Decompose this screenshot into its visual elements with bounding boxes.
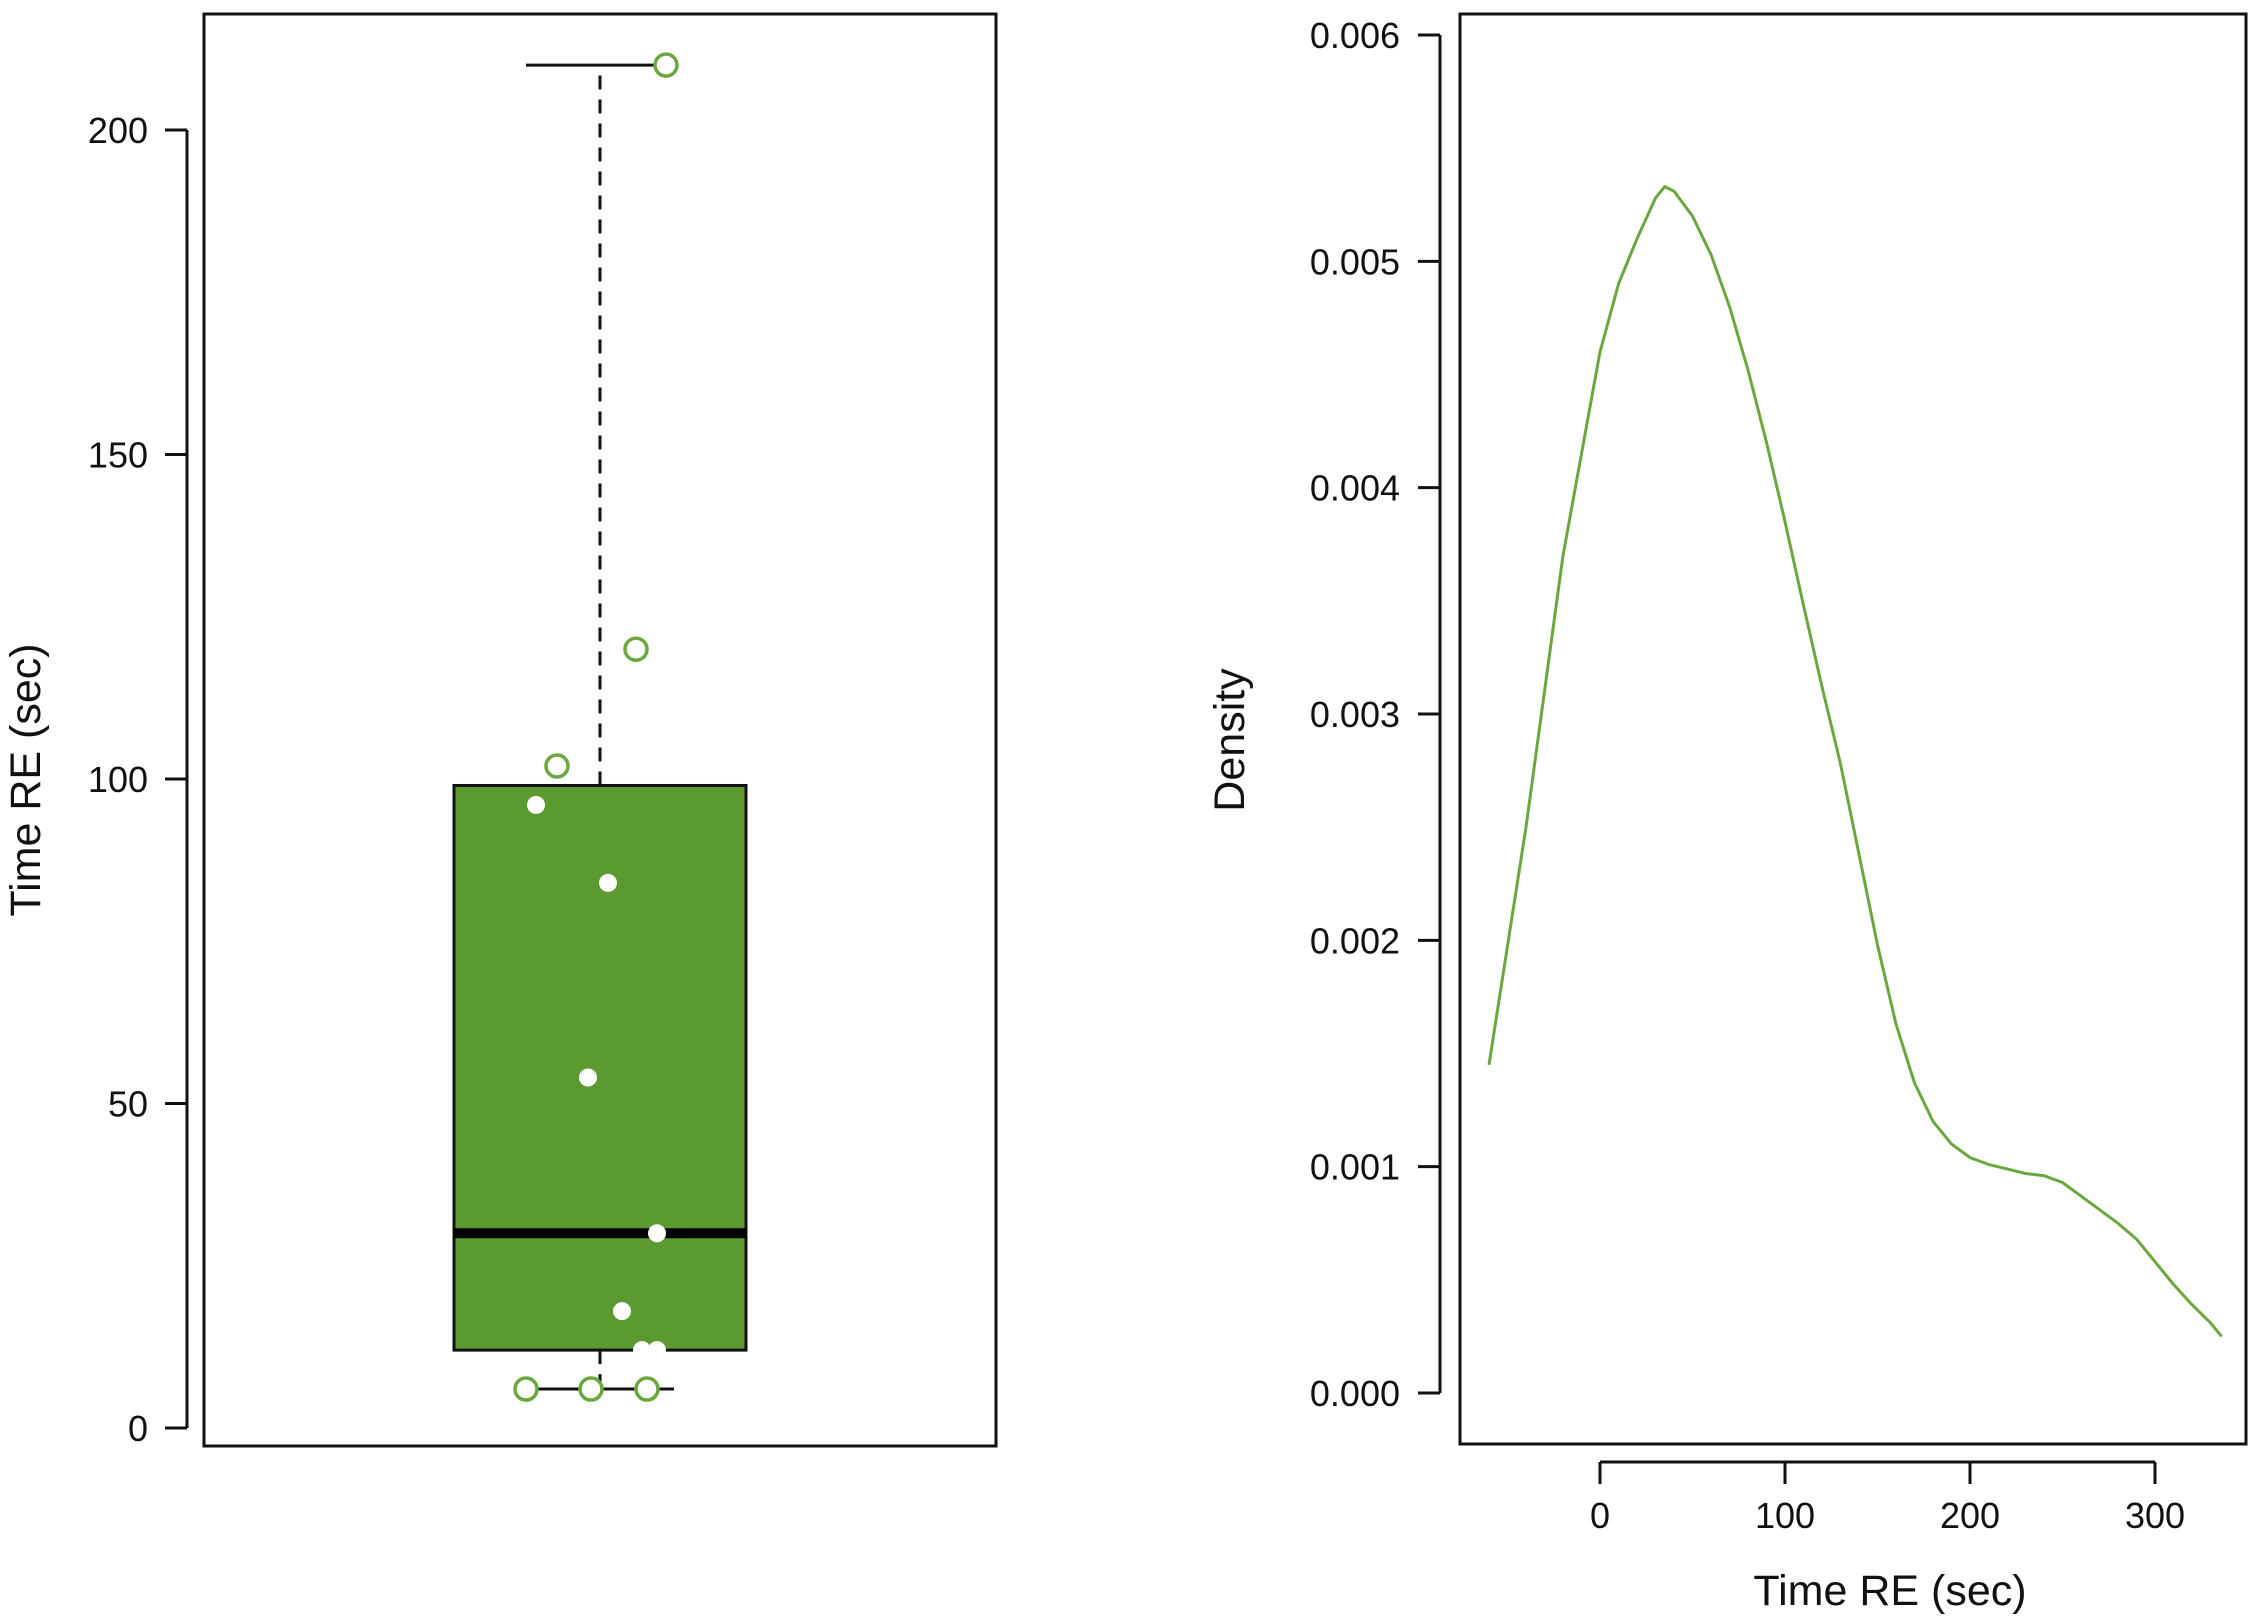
data-point xyxy=(653,52,679,78)
density-x-axis-title: Time RE (sec) xyxy=(1753,1567,2026,1615)
density-y-tick-label: 0.000 xyxy=(1310,1373,1400,1414)
density-frame xyxy=(1458,12,2248,1446)
boxplot-frame xyxy=(202,12,998,1448)
density-y-tick-label: 0.004 xyxy=(1310,468,1400,509)
data-point xyxy=(633,1341,651,1360)
boxplot-y-tick-label: 150 xyxy=(88,435,148,476)
data-point xyxy=(599,873,617,892)
density-y-tick-label: 0.002 xyxy=(1310,920,1400,961)
density-y-tick-label: 0.005 xyxy=(1310,241,1400,282)
density-y-tick-label: 0.001 xyxy=(1310,1147,1400,1188)
density-curve xyxy=(1487,185,2223,1338)
density-x-tick-label: 200 xyxy=(1940,1495,2000,1536)
boxplot-y-axis-title: Time RE (sec) xyxy=(2,643,50,916)
data-point xyxy=(648,1224,666,1243)
density-y-tick-label: 0.003 xyxy=(1310,694,1400,735)
data-point xyxy=(513,1376,539,1402)
density-panel: 0.000 0.001 0.002 0.003 0.004 0.005 0.006 0 100… xyxy=(1206,12,2248,1615)
data-point xyxy=(623,636,649,662)
boxplot-y-tick-label: 0 xyxy=(128,1408,148,1449)
data-point xyxy=(634,1376,660,1402)
density-y-ticks: 0.000 0.001 0.002 0.003 0.004 0.005 0.006 xyxy=(1310,15,1440,1414)
boxplot-panel: 0 50 100 150 200 Time RE (sec) xyxy=(2,12,998,1449)
boxplot-y-tick-label: 50 xyxy=(108,1084,148,1125)
data-point xyxy=(544,753,570,779)
density-x-tick-label: 100 xyxy=(1755,1495,1815,1536)
boxplot-points xyxy=(513,52,679,1402)
density-x-tick-label: 0 xyxy=(1590,1495,1610,1536)
interquartile-box xyxy=(452,783,748,1352)
density-x-tick-label: 300 xyxy=(2125,1495,2185,1536)
data-point xyxy=(527,795,545,814)
data-point xyxy=(579,1068,597,1087)
density-y-tick-label: 0.006 xyxy=(1310,15,1400,56)
data-point xyxy=(648,1341,666,1360)
boxplot-y-ticks: 0 50 100 150 200 xyxy=(88,110,187,1449)
box-and-whiskers xyxy=(452,63,748,1391)
density-x-ticks: 0 100 200 300 xyxy=(1590,1462,2185,1536)
density-y-axis-title: Density xyxy=(1206,668,1254,812)
data-point xyxy=(578,1376,604,1402)
boxplot-y-tick-label: 100 xyxy=(88,759,148,800)
data-point xyxy=(613,1302,631,1321)
boxplot-y-tick-label: 200 xyxy=(88,110,148,151)
